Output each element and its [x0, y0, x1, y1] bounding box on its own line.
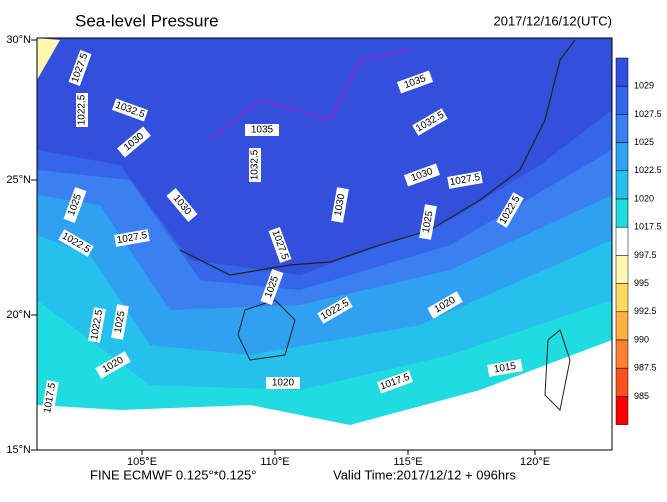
colorbar-box — [615, 85, 629, 115]
colorbar-label: 985 — [634, 391, 649, 401]
band — [37, 340, 612, 450]
contour-value: 1025 — [113, 310, 128, 334]
label-box — [41, 380, 59, 416]
label-box — [88, 307, 106, 343]
label-box — [111, 98, 149, 122]
contour-value: 1022.5 — [89, 309, 105, 341]
colorbar-box — [615, 396, 629, 425]
contour-label: 1035 — [245, 124, 279, 136]
label-box — [317, 296, 353, 324]
lat-label: 30°N — [6, 34, 31, 46]
contour-label: 1027.5 — [114, 229, 150, 247]
title: Sea-level Pressure — [75, 11, 219, 30]
colorbar-box — [615, 57, 629, 87]
label-box — [447, 171, 483, 189]
contour-label: 1020 — [266, 377, 300, 389]
lat-label: 15°N — [6, 444, 31, 456]
contour-value: 1027.5 — [449, 172, 481, 188]
colorbar-box — [615, 311, 629, 341]
colorbar-label: 1020 — [634, 193, 654, 203]
contour-label: 1032.5 — [249, 148, 261, 182]
lat-label: 20°N — [6, 309, 31, 321]
label-box — [76, 93, 88, 127]
colorbar-label: 992.5 — [634, 306, 657, 316]
colorbar-box — [615, 142, 629, 172]
colorbar-label: 990 — [634, 334, 649, 344]
label-box — [427, 291, 463, 319]
colorbar-label: 995 — [634, 278, 649, 288]
label-box — [403, 163, 441, 187]
island — [544, 329, 571, 412]
label-box — [496, 192, 524, 228]
colorbar-box — [615, 255, 629, 284]
contour-value: 1017.5 — [42, 382, 58, 414]
label-box — [117, 126, 151, 158]
colorbar-box — [615, 367, 629, 397]
island — [237, 299, 296, 361]
label-box — [58, 229, 94, 257]
colorbar-label: 997.5 — [634, 250, 657, 260]
label-box — [114, 229, 150, 247]
label-box — [412, 108, 448, 136]
lon-label: 120°E — [520, 456, 550, 468]
map-frame — [36, 37, 613, 451]
colorbar-box — [615, 170, 629, 200]
contour-label: 1027.5 — [447, 171, 483, 189]
colorbar-box — [615, 114, 629, 143]
lon-label: 105°E — [127, 456, 157, 468]
contour-value: 1025 — [421, 210, 436, 234]
contour-value: 1020 — [272, 378, 295, 389]
contour-value: 1035 — [251, 125, 274, 136]
label-box — [396, 70, 434, 94]
label-box — [249, 148, 261, 182]
label-box — [376, 370, 414, 394]
contour-line — [209, 49, 411, 141]
label-box — [111, 304, 129, 340]
colorbar-label: 1022.5 — [634, 165, 662, 175]
contour-label: 1022.5 — [76, 93, 88, 127]
label-box — [268, 226, 292, 264]
lon-label: 110°E — [260, 456, 289, 468]
label-box — [166, 188, 198, 222]
lon-label: 115°E — [393, 456, 422, 468]
time: 2017/12/16/12(UTC) — [493, 13, 612, 28]
colorbar-label: 987.5 — [634, 363, 657, 373]
colorbar-label: 1017.5 — [634, 222, 662, 232]
contour-label: 1022.5 — [88, 307, 106, 343]
label-box — [331, 187, 349, 223]
colorbar-label: 1025 — [634, 137, 654, 147]
label-box — [487, 359, 523, 377]
band — [37, 38, 60, 80]
colorbar-label: 1027.5 — [634, 109, 662, 119]
colorbar-label: 1029 — [634, 81, 654, 91]
contour-label: 1030 — [331, 187, 349, 223]
contour-value: 1027.5 — [116, 230, 148, 246]
contour-value: 1015 — [493, 361, 517, 376]
contour-label: 1025 — [419, 204, 437, 240]
contour-value: 1032.5 — [250, 149, 261, 180]
contour-value: 1022.5 — [77, 94, 88, 125]
label-box — [63, 186, 87, 224]
label-box — [419, 204, 437, 240]
label-box — [95, 351, 131, 379]
colorbar-box — [615, 339, 629, 369]
contour-value: 1030 — [333, 193, 348, 217]
lat-label: 25°N — [6, 174, 31, 186]
label-box — [260, 268, 284, 306]
footer-model: FINE ECMWF 0.125°*0.125° — [90, 467, 256, 482]
colorbar-box — [615, 198, 629, 228]
colorbar-box — [615, 283, 629, 313]
contour-label: 1025 — [111, 304, 129, 340]
contour-label: 1015 — [487, 359, 523, 377]
contour-label: 1017.5 — [41, 380, 59, 416]
label-box — [266, 377, 300, 389]
label-box — [68, 49, 92, 87]
label-box — [245, 124, 279, 136]
colorbar-box — [615, 226, 629, 256]
footer-valid: Valid Time:2017/12/12 + 096hrs — [333, 467, 516, 482]
